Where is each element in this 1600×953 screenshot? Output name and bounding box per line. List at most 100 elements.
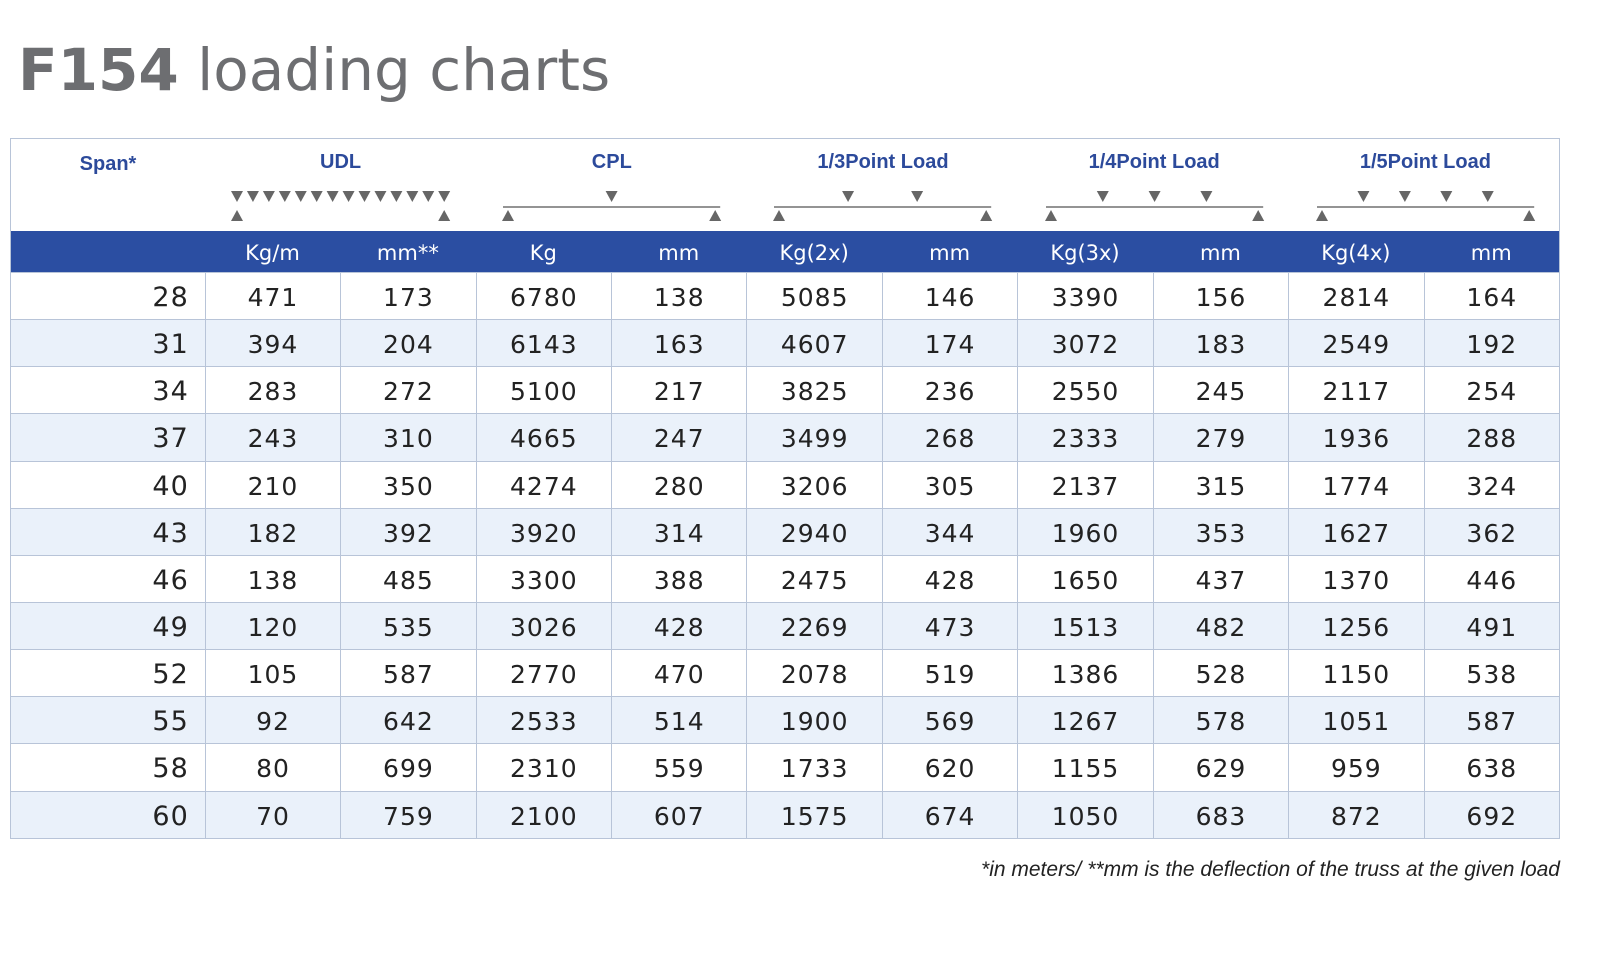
load-arrow: [842, 191, 855, 202]
load-arrow: [605, 191, 618, 202]
load-arrow: [390, 191, 403, 202]
support: [1044, 210, 1057, 221]
value-cell: 446: [1423, 555, 1559, 602]
value-cell: 4274: [475, 461, 611, 508]
value-cell: 1150: [1288, 650, 1423, 697]
value-cell: 388: [611, 555, 746, 602]
value-cell: 2550: [1017, 367, 1152, 414]
value-cell: 353: [1152, 508, 1288, 555]
group-label: 1/4Point Load: [1019, 151, 1290, 221]
value-cell: 174: [881, 320, 1017, 367]
value-cell: 1051: [1288, 697, 1423, 744]
load-diagram: [231, 191, 451, 221]
span-cell: 52: [152, 659, 189, 691]
value-cell: 587: [340, 650, 475, 697]
load-arrow: [231, 191, 243, 202]
value-cell: 2117: [1288, 367, 1423, 414]
value-cell: 120: [204, 602, 340, 650]
span-cell: 43: [152, 517, 189, 549]
value-cell: 437: [1152, 555, 1288, 602]
value-cell: 1267: [1017, 697, 1152, 744]
value-cell: 514: [611, 697, 746, 744]
value-cell: 4665: [475, 414, 611, 461]
unit-label: Kg: [529, 241, 557, 265]
span-cell: 40: [152, 470, 189, 502]
value-cell: 470: [611, 650, 746, 697]
value-cell: 2549: [1288, 320, 1423, 367]
support: [773, 210, 786, 221]
value-cell: 3920: [475, 508, 611, 555]
unit-label: mm: [658, 241, 700, 265]
support: [1251, 210, 1264, 221]
load-diagram: [773, 191, 993, 221]
span-cell: 31: [152, 329, 189, 361]
group-text: UDL: [320, 151, 362, 173]
table-row: 52 105 587 2770 470 2078 519 1386 528 1150 538: [11, 649, 1559, 697]
value-cell: 1733: [746, 744, 881, 791]
units-bar: Kg/m mm** Kg mm Kg(2x) mm Kg(3x) mm Kg(4x) mm: [11, 231, 1559, 272]
value-cell: 344: [881, 508, 1017, 555]
value-cell: 692: [1423, 791, 1559, 838]
value-cell: 392: [340, 508, 475, 555]
span-cell: 49: [152, 611, 189, 643]
value-cell: 247: [611, 414, 746, 461]
value-cell: 173: [340, 273, 475, 320]
value-cell: 254: [1423, 367, 1559, 414]
value-cell: 138: [611, 273, 746, 320]
value-cell: 5085: [746, 273, 881, 320]
group-text: 1/4Point Load: [1088, 151, 1220, 173]
group-label: 1/3Point Load: [747, 151, 1018, 221]
span-cell: 46: [152, 564, 189, 596]
value-cell: 163: [611, 320, 746, 367]
value-cell: 305: [881, 461, 1017, 508]
group-label: Span*: [11, 153, 205, 176]
table-row: 40 210 350 4274 280 3206 305 2137 315 1774 324: [11, 460, 1559, 508]
value-cell: 473: [881, 602, 1017, 650]
group-text: Span*: [79, 153, 137, 175]
value-cell: 217: [611, 367, 746, 414]
value-cell: 146: [881, 273, 1017, 320]
load-arrow: [310, 191, 323, 202]
value-cell: 578: [1152, 697, 1288, 744]
table-row: 43 182 392 3920 314 2940 344 1960 353 1627 362: [11, 507, 1559, 555]
value-cell: 491: [1423, 602, 1559, 650]
group-text: 1/5Point Load: [1359, 151, 1491, 173]
value-cell: 3825: [746, 367, 881, 414]
table-row: 31 394 204 6143 163 4607 174 3072 183 2549 192: [11, 319, 1559, 367]
value-cell: 3300: [475, 555, 611, 602]
value-cell: 6143: [475, 320, 611, 367]
support: [1315, 210, 1328, 221]
load-arrow: [1398, 191, 1411, 202]
value-cell: 236: [881, 367, 1017, 414]
value-cell: 1900: [746, 697, 881, 744]
value-cell: 1370: [1288, 555, 1423, 602]
value-cell: 569: [881, 697, 1017, 744]
span-cell: 60: [152, 800, 189, 832]
value-cell: 156: [1152, 273, 1288, 320]
value-cell: 310: [340, 414, 475, 461]
load-diagram: [1315, 191, 1535, 221]
value-cell: 279: [1152, 414, 1288, 461]
load-diagram: [502, 191, 722, 221]
support: [438, 210, 451, 221]
value-cell: 268: [881, 414, 1017, 461]
title: F154 loading charts: [18, 36, 610, 104]
value-cell: 350: [340, 461, 475, 508]
title-code: F154: [18, 36, 179, 104]
value-cell: 92: [204, 697, 340, 744]
value-cell: 6780: [475, 273, 611, 320]
value-cell: 182: [204, 508, 340, 555]
unit-label: Kg(4x): [1321, 241, 1391, 265]
load-arrow: [374, 191, 387, 202]
load-arrow: [911, 191, 924, 202]
value-cell: 3026: [475, 602, 611, 650]
group-text: CPL: [591, 151, 632, 173]
load-arrow: [1481, 191, 1494, 202]
value-cell: 324: [1423, 461, 1559, 508]
value-cell: 1650: [1017, 555, 1152, 602]
value-cell: 485: [340, 555, 475, 602]
value-cell: 2078: [746, 650, 881, 697]
table-row: 46 138 485 3300 388 2475 428 1650 437 1370 446: [11, 554, 1559, 602]
value-cell: 872: [1288, 791, 1423, 838]
table-row: 28 471 173 6780 138 5085 146 3390 156 2814 164: [11, 272, 1559, 320]
